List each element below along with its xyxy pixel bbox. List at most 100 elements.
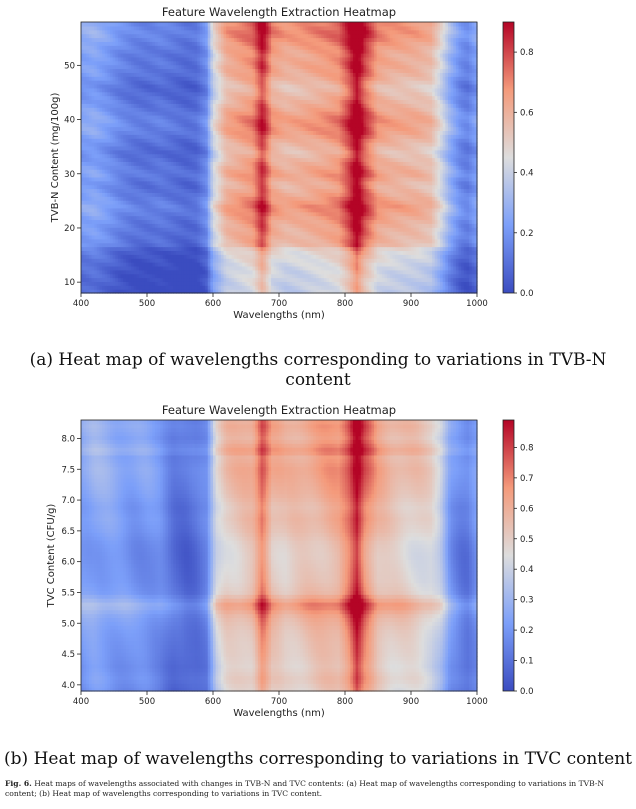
heatmap-cell — [125, 219, 130, 224]
heatmap-cell — [86, 188, 90, 193]
heatmap-cell — [81, 273, 85, 279]
heatmap-cell — [231, 215, 235, 221]
heatmap-cell — [416, 254, 420, 259]
heatmap-cell — [429, 231, 433, 236]
heatmap-cell — [474, 242, 478, 248]
heatmap-cell — [115, 227, 119, 232]
heatmap-cell — [94, 231, 98, 236]
heatmap-cell — [202, 161, 206, 166]
heatmap-cell — [400, 273, 404, 279]
heatmap-cell — [345, 246, 349, 252]
heatmap-cell — [345, 196, 349, 201]
heatmap-cell — [345, 172, 349, 178]
heatmap-cell — [133, 165, 138, 170]
heatmap-cell — [189, 207, 193, 213]
heatmap-cell — [81, 196, 85, 201]
heatmap-cell — [176, 161, 180, 166]
heatmap-cell — [91, 269, 95, 275]
heatmap-cell — [139, 161, 143, 166]
heatmap-cell — [400, 211, 404, 217]
heatmap-cell — [152, 215, 156, 221]
heatmap-cell — [440, 200, 444, 205]
heatmap-cell — [207, 238, 211, 244]
heatmap-cell — [231, 262, 235, 267]
heatmap-cell — [424, 188, 428, 193]
heatmap-cell — [358, 215, 362, 221]
heatmap-cell — [286, 207, 291, 213]
heatmap-cell — [458, 211, 462, 217]
heatmap-cell — [368, 242, 372, 248]
heatmap-cell — [350, 262, 354, 267]
heatmap-cell — [160, 184, 164, 190]
heatmap-cell — [263, 281, 267, 286]
heatmap-cell — [131, 227, 135, 232]
heatmap-cell — [112, 176, 116, 182]
heatmap-cell — [389, 277, 394, 282]
heatmap-cell — [91, 258, 95, 263]
heatmap-cell — [91, 215, 95, 221]
heatmap-cell — [384, 196, 388, 201]
heatmap-cell — [300, 200, 304, 205]
heatmap-cell — [154, 172, 159, 178]
heatmap-cell — [154, 215, 159, 221]
heatmap-cell — [115, 207, 119, 213]
heatmap-cell — [397, 242, 402, 248]
heatmap-cell — [411, 269, 415, 275]
heatmap-cell — [281, 227, 285, 232]
heatmap-cell — [300, 289, 304, 294]
heatmap-cell — [199, 250, 204, 255]
heatmap-cell — [360, 246, 365, 252]
heatmap-cell — [384, 277, 388, 282]
heatmap-cell — [133, 258, 138, 263]
heatmap-cell — [405, 250, 409, 255]
heatmap-cell — [363, 188, 367, 193]
heatmap-cell — [257, 172, 262, 178]
heatmap-cell — [437, 219, 441, 224]
heatmap-cell — [305, 231, 309, 236]
heatmap-cell — [178, 227, 182, 232]
heatmap-cell — [445, 265, 449, 271]
heatmap-cell — [321, 184, 325, 190]
heatmap-cell — [88, 277, 93, 282]
heatmap-cell — [220, 262, 225, 267]
heatmap-cell — [117, 192, 122, 197]
heatmap-cell — [207, 269, 211, 275]
heatmap-cell — [202, 265, 206, 271]
heatmap-cell — [276, 258, 280, 263]
heatmap-cell — [96, 277, 101, 282]
heatmap-cell — [276, 176, 280, 182]
heatmap-cell — [392, 192, 396, 197]
heatmap-cell — [302, 262, 306, 267]
heatmap-cell — [387, 211, 391, 217]
heatmap-cell — [88, 169, 93, 174]
heatmap-cell — [152, 219, 156, 224]
heatmap-cell — [125, 196, 130, 201]
heatmap-cell — [416, 231, 420, 236]
heatmap-cell — [249, 192, 254, 197]
heatmap-cell — [345, 180, 349, 186]
heatmap-cell — [228, 250, 233, 255]
heatmap-cell — [199, 203, 204, 209]
heatmap-cell — [168, 184, 172, 190]
heatmap-cell — [168, 223, 172, 228]
heatmap-cell — [411, 265, 415, 271]
heatmap-cell — [236, 176, 240, 182]
heatmap-cell — [186, 262, 190, 267]
heatmap-cell — [144, 219, 148, 224]
heatmap-cell — [466, 180, 470, 186]
heatmap-cell — [271, 258, 275, 263]
heatmap-cell — [228, 285, 233, 290]
heatmap-cell — [91, 246, 95, 252]
heatmap-cell — [223, 207, 227, 213]
heatmap-cell — [368, 262, 372, 267]
heatmap-cell — [458, 180, 462, 186]
heatmap-cell — [400, 203, 404, 209]
heatmap-cell — [273, 192, 277, 197]
heatmap-cell — [197, 207, 201, 213]
heatmap-cell — [115, 231, 119, 236]
heatmap-cell — [110, 246, 114, 252]
heatmap-cell — [389, 273, 394, 279]
heatmap-cell — [421, 223, 425, 228]
heatmap-cell — [112, 169, 116, 174]
heatmap-cell — [379, 172, 383, 178]
